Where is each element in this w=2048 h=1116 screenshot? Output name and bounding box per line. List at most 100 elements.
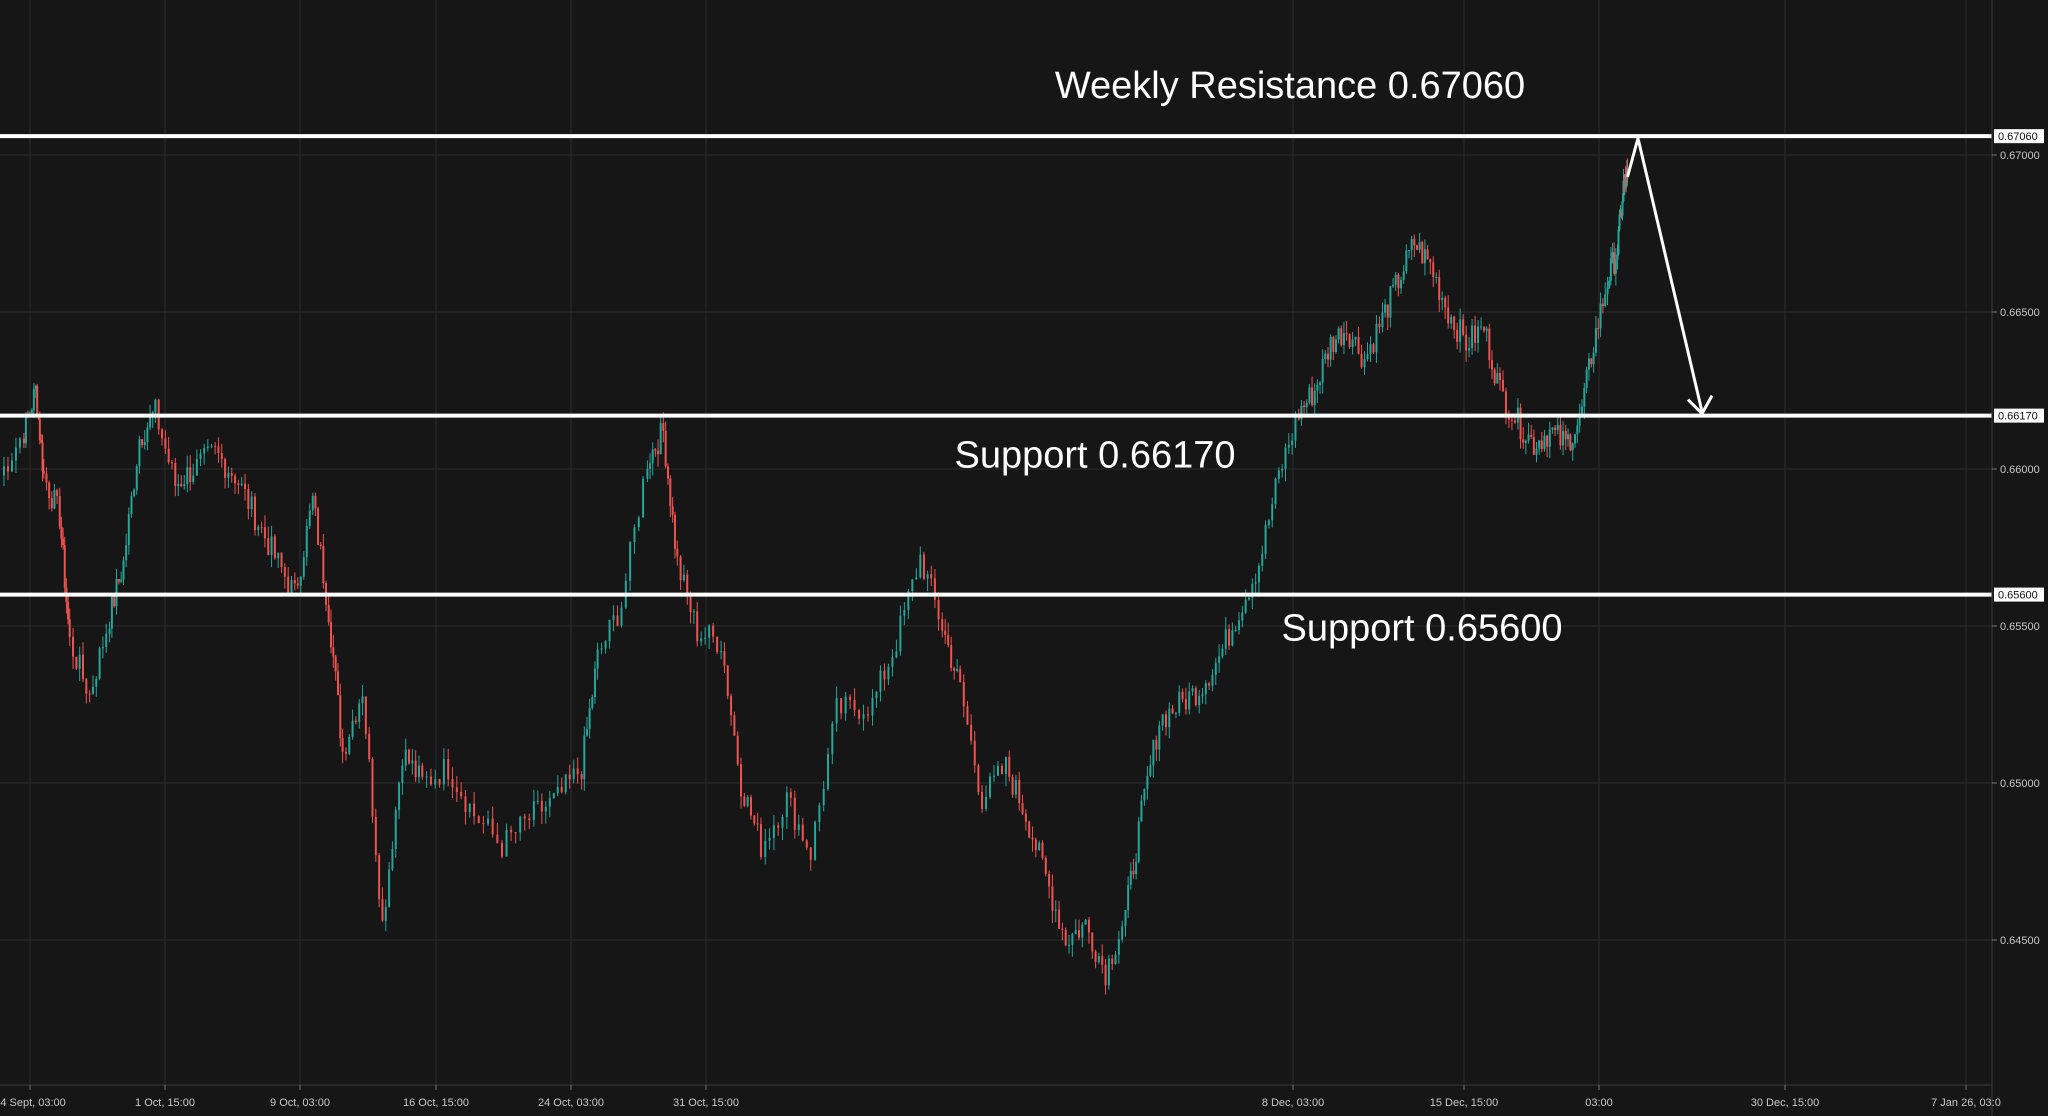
candle-body	[1513, 420, 1516, 423]
candle-body	[1450, 316, 1453, 324]
candle-body	[122, 560, 125, 580]
price-tick-label: 0.67000	[2000, 150, 2040, 162]
candle-body	[1402, 271, 1405, 280]
candle-body	[959, 669, 962, 682]
candle-body	[1622, 180, 1625, 202]
candle-body	[1124, 910, 1127, 927]
candle-body	[1129, 870, 1132, 886]
candle-body	[887, 666, 890, 680]
candle-body	[1357, 337, 1360, 354]
candle-body	[1184, 699, 1187, 710]
candle-body	[487, 818, 490, 824]
candle-body	[332, 647, 335, 657]
candle-body	[1559, 424, 1562, 446]
candle-body	[72, 636, 75, 657]
candle-body	[1592, 352, 1595, 365]
grid-layer	[0, 0, 1992, 1085]
candle-body	[730, 695, 733, 716]
projection-arrow-head	[1686, 394, 1714, 417]
time-tick-label: 8 Dec, 03:00	[1262, 1097, 1324, 1109]
candle-body	[686, 574, 689, 595]
candle-body	[417, 765, 420, 778]
candle-body	[1415, 245, 1418, 250]
price-tick-label: 0.64500	[2000, 935, 2040, 947]
candle-body	[1044, 857, 1047, 874]
candle-body	[1094, 951, 1097, 962]
candle-body	[1221, 648, 1224, 657]
candle-body	[700, 638, 703, 642]
candle-body	[1574, 434, 1577, 444]
candle-body	[1438, 276, 1441, 300]
candle-body	[164, 438, 167, 449]
candle-body	[1218, 656, 1221, 663]
candle-body	[1418, 242, 1421, 250]
candle-body	[247, 488, 250, 510]
candle-body	[460, 791, 463, 797]
candle-body	[1337, 328, 1340, 340]
candle-body	[879, 670, 882, 692]
candle-body	[154, 399, 157, 413]
candle-body	[659, 423, 662, 455]
candle-body	[583, 735, 586, 780]
candle-body	[1277, 470, 1280, 479]
candle-body	[1254, 582, 1257, 584]
candle-body	[1342, 333, 1345, 346]
candle-body	[768, 837, 771, 841]
candle-body	[1617, 229, 1620, 255]
candle-body	[1048, 873, 1051, 887]
candle-body	[133, 489, 136, 497]
candle-body	[1474, 325, 1477, 343]
candle-body	[1078, 930, 1080, 938]
candle-body	[907, 591, 910, 611]
candle-body	[1504, 391, 1507, 415]
candle-body	[1580, 406, 1583, 415]
candle-body	[30, 410, 33, 414]
candle-body	[500, 842, 503, 857]
candle-body	[244, 483, 247, 489]
price-tag	[1994, 587, 2044, 602]
candle-body	[1031, 837, 1034, 840]
candle-body	[482, 823, 485, 825]
candle-body	[1426, 249, 1429, 260]
candle-body	[45, 473, 48, 483]
candle-body	[708, 625, 711, 638]
candle-body	[317, 508, 320, 545]
time-tick-label: 03:00	[1585, 1097, 1613, 1109]
candle-body	[192, 475, 195, 483]
candle-body	[1519, 407, 1522, 440]
candle-body	[110, 595, 113, 629]
candle-body	[411, 760, 414, 764]
candle-body	[1378, 323, 1381, 328]
candle-body	[1000, 765, 1003, 774]
candle-body	[849, 696, 852, 700]
candle-body	[1149, 765, 1152, 776]
candle-body	[726, 665, 729, 696]
candle-body	[105, 633, 108, 647]
candle-body	[1410, 238, 1413, 251]
candle-body	[1228, 629, 1231, 646]
candle-body	[260, 526, 263, 528]
candle-body	[1008, 757, 1011, 777]
candle-body	[473, 803, 476, 817]
candle-body	[1329, 336, 1332, 360]
candle-body	[1174, 712, 1177, 714]
candle-body	[1284, 447, 1287, 469]
candle-body	[1011, 776, 1014, 795]
candle-body	[1369, 344, 1372, 354]
candle-body	[1614, 259, 1617, 274]
candle-body	[58, 496, 61, 527]
candle-body	[1247, 597, 1250, 600]
candle-body	[1611, 252, 1614, 259]
candle-body	[1413, 238, 1416, 246]
candle-body	[981, 792, 984, 809]
candle-body	[477, 816, 480, 824]
candle-body	[671, 506, 674, 515]
candle-body	[1251, 583, 1254, 598]
candle-body	[785, 792, 788, 818]
candle-body	[210, 445, 213, 447]
candle-body	[22, 438, 25, 444]
time-tick-label: 30 Dec, 15:00	[1751, 1097, 1820, 1109]
candle-body	[1117, 939, 1120, 955]
candle-body	[1372, 344, 1375, 353]
